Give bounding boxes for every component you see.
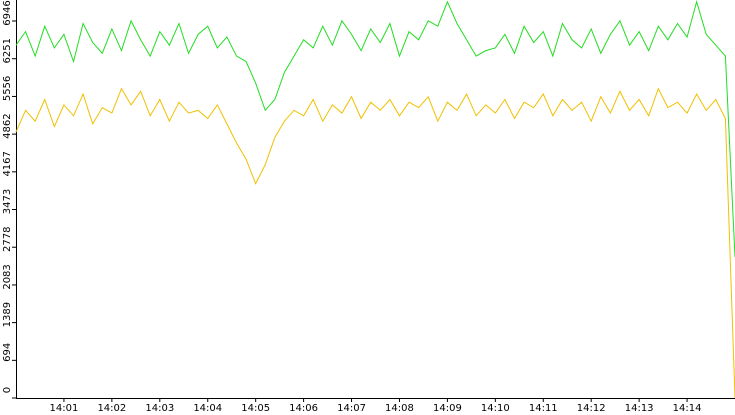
y-tick-label: 2083	[2, 264, 13, 289]
data-line	[15, 87, 735, 399]
x-tick-label: 14:14	[673, 403, 702, 414]
y-tick-label: 694	[2, 343, 13, 362]
y-tick-label: 6946	[2, 0, 13, 25]
y-tick-label: 4862	[2, 113, 13, 138]
x-tick-label: 14:03	[145, 403, 174, 414]
y-tick-label: 2778	[2, 226, 13, 251]
y-tick-label: 5556	[2, 76, 13, 101]
x-tick-label: 14:09	[433, 403, 462, 414]
y-tick-label: 1389	[2, 302, 13, 327]
x-tick-label: 14:11	[529, 403, 558, 414]
x-tick-label: 14:04	[193, 403, 222, 414]
y-tick-label: 6251	[2, 38, 13, 63]
data-line	[15, 0, 735, 257]
x-tick-label: 14:01	[50, 403, 79, 414]
x-tick-label: 14:02	[97, 403, 126, 414]
x-tick-label: 14:12	[577, 403, 606, 414]
y-tick-label: 3473	[2, 189, 13, 214]
x-tick-label: 14:08	[385, 403, 414, 414]
x-tick-label: 14:05	[241, 403, 270, 414]
x-tick-label: 14:06	[289, 403, 318, 414]
x-tick-label: 14:10	[481, 403, 510, 414]
x-tick-label: 14:13	[625, 403, 654, 414]
y-tick-label: 4167	[2, 151, 13, 176]
x-tick-label: 14:07	[337, 403, 366, 414]
y-tick-label: 0	[2, 387, 13, 393]
